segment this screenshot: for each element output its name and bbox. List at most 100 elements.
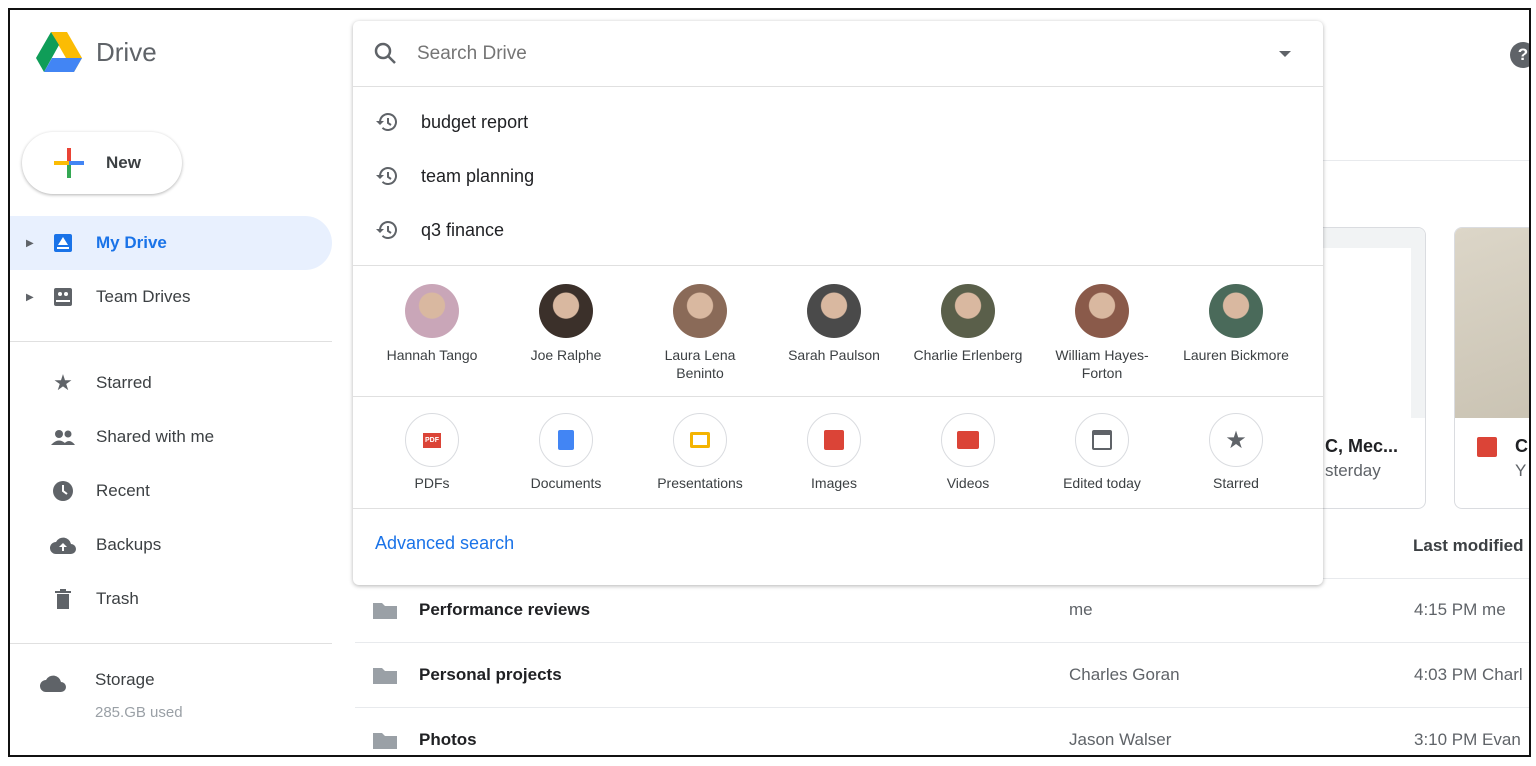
file-row[interactable]: Performance reviews me 4:15 PM me: [355, 578, 1529, 642]
sidebar-item-shared[interactable]: Shared with me: [10, 410, 332, 464]
avatar: [807, 284, 861, 338]
expand-arrow-icon[interactable]: ▶: [26, 291, 34, 303]
avatar: [673, 284, 727, 338]
person-suggestion[interactable]: Hannah Tango: [365, 266, 499, 396]
file-name: Photos: [419, 730, 477, 749]
people-icon: [48, 429, 78, 445]
folder-icon: [373, 603, 397, 619]
file-owner: me: [1069, 600, 1093, 619]
new-button[interactable]: New: [22, 132, 182, 194]
avatar: [1075, 284, 1129, 338]
sidebar-item-backups[interactable]: Backups: [10, 518, 332, 572]
filter-label: Presentations: [657, 475, 743, 491]
nav-label: Recent: [96, 481, 150, 500]
person-suggestion[interactable]: Charlie Erlenberg: [901, 266, 1035, 396]
person-name: Joe Ralphe: [530, 347, 602, 363]
drive-logo-icon: [36, 32, 82, 72]
card-subtitle: sterday: [1325, 461, 1381, 480]
cloud-icon: [40, 674, 68, 699]
star-icon: ★: [53, 370, 73, 395]
person-suggestion[interactable]: Joe Ralphe: [499, 266, 633, 396]
recent-search-item[interactable]: budget report: [353, 95, 1323, 149]
person-suggestion[interactable]: Sarah Paulson: [767, 266, 901, 396]
advanced-search-link[interactable]: Advanced search: [375, 533, 515, 553]
clock-icon: [48, 480, 78, 502]
file-modified: 3:10 PM Evan: [1414, 730, 1521, 749]
help-icon[interactable]: ?: [1510, 42, 1529, 68]
recent-search-item[interactable]: team planning: [353, 149, 1323, 203]
video-icon: [941, 413, 995, 467]
nav-label: Team Drives: [96, 287, 191, 306]
file-row[interactable]: Personal projects Charles Goran 4:03 PM …: [355, 643, 1529, 707]
recent-search-item[interactable]: q3 finance: [353, 203, 1323, 257]
file-row[interactable]: Photos Jason Walser 3:10 PM Evan: [355, 708, 1529, 755]
sidebar-item-trash[interactable]: Trash: [10, 572, 332, 626]
drive-logo[interactable]: Drive: [36, 32, 157, 72]
people-suggestions: Hannah Tango Joe Ralphe Laura Lena Beninto…: [353, 265, 1323, 397]
plus-icon: [54, 148, 84, 178]
search-input[interactable]: [417, 42, 1257, 65]
trash-icon: [48, 589, 78, 609]
file-name: Performance reviews: [419, 600, 591, 619]
file-thumbnail: [1455, 228, 1529, 418]
card-subtitle: Y: [1515, 461, 1527, 480]
app-title: Drive: [96, 36, 157, 67]
cloud-upload-icon: [48, 536, 78, 554]
expand-arrow-icon[interactable]: ▶: [26, 237, 34, 249]
person-suggestion[interactable]: Laura Lena Beninto: [633, 266, 767, 396]
filter-starred[interactable]: ★ Starred: [1169, 397, 1303, 508]
history-icon: [376, 221, 397, 239]
file-modified: 4:15 PM me: [1414, 600, 1506, 619]
quick-access-card[interactable]: C Y: [1454, 227, 1529, 509]
drive-window: Drive New ▶ My Drive ▶ Team Drives ★ Sta…: [8, 8, 1531, 757]
presentation-icon: [673, 413, 727, 467]
file-owner: Charles Goran: [1069, 665, 1180, 684]
file-owner: Jason Walser: [1069, 730, 1172, 749]
pdf-icon: PDF: [405, 413, 459, 467]
sidebar-item-starred[interactable]: ★ Starred: [10, 356, 332, 410]
avatar: [539, 284, 593, 338]
file-type-filters: PDF PDFs Documents Presentations Images Video…: [353, 397, 1323, 509]
recent-search-text: q3 finance: [421, 219, 505, 240]
filter-label: Starred: [1213, 475, 1259, 491]
nav-label: Backups: [96, 535, 162, 554]
filter-label: PDFs: [414, 475, 450, 491]
filter-documents[interactable]: Documents: [499, 397, 633, 508]
nav-label: My Drive: [96, 233, 167, 252]
filter-label: Edited today: [1063, 475, 1141, 491]
team-drives-icon: [48, 287, 78, 307]
image-icon: [807, 413, 861, 467]
column-last-modified[interactable]: Last modified: [1413, 536, 1524, 555]
recent-search-text: team planning: [421, 165, 535, 186]
filter-presentations[interactable]: Presentations: [633, 397, 767, 508]
card-title: C: [1515, 436, 1528, 456]
history-icon: [376, 113, 397, 131]
search-options-dropdown-icon[interactable]: [1279, 50, 1291, 57]
person-name: Charlie Erlenberg: [913, 347, 1023, 363]
filter-label: Images: [811, 475, 857, 491]
filter-edited-today[interactable]: Edited today: [1035, 397, 1169, 508]
file-name: Personal projects: [419, 665, 562, 684]
search-bar[interactable]: [353, 21, 1323, 87]
person-name: William Hayes-Forton: [1055, 347, 1149, 381]
star-icon: ★: [1209, 413, 1263, 467]
filter-videos[interactable]: Videos: [901, 397, 1035, 508]
filter-pdfs[interactable]: PDF PDFs: [365, 397, 499, 508]
storage-label[interactable]: Storage: [95, 670, 155, 689]
recent-search-text: budget report: [421, 111, 529, 132]
sidebar-item-team-drives[interactable]: ▶ Team Drives: [10, 270, 332, 324]
person-name: Sarah Paulson: [788, 347, 880, 363]
filter-images[interactable]: Images: [767, 397, 901, 508]
person-suggestion[interactable]: William Hayes-Forton: [1035, 266, 1169, 396]
search-icon[interactable]: [373, 41, 399, 67]
file-modified: 4:03 PM Charl: [1414, 665, 1523, 684]
person-name: Lauren Bickmore: [1183, 347, 1289, 363]
sidebar-item-recent[interactable]: Recent: [10, 464, 332, 518]
nav-label: Shared with me: [96, 427, 215, 446]
person-name: Hannah Tango: [386, 347, 478, 363]
sidebar-item-my-drive[interactable]: ▶ My Drive: [10, 216, 332, 270]
person-suggestion[interactable]: Lauren Bickmore: [1169, 266, 1303, 396]
document-icon: [539, 413, 593, 467]
divider: [1323, 160, 1529, 161]
avatar: [1209, 284, 1263, 338]
